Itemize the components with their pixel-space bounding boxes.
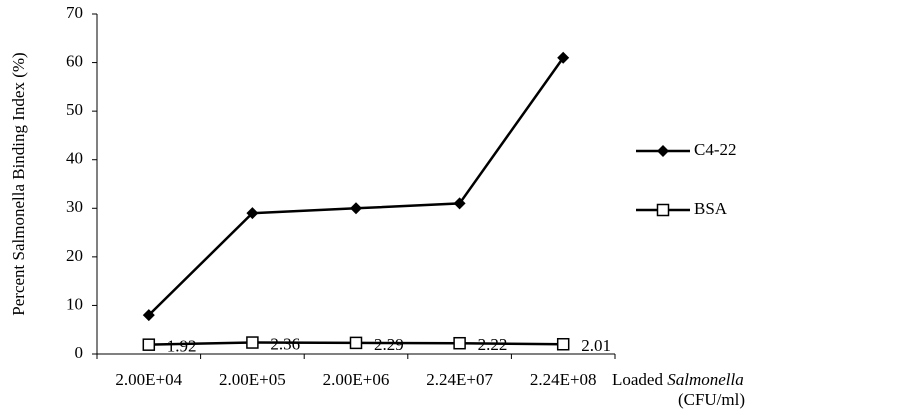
x-axis-unit: (CFU/ml) bbox=[678, 390, 745, 409]
legend-label: C4-22 bbox=[694, 140, 737, 159]
x-axis-label: Loaded Salmonella bbox=[612, 370, 744, 389]
x-tick-label: 2.00E+06 bbox=[323, 370, 390, 389]
data-point bbox=[557, 51, 570, 64]
y-tick-label: 50 bbox=[66, 100, 83, 119]
data-point bbox=[246, 336, 259, 349]
legend-label: BSA bbox=[694, 199, 728, 218]
x-axis-label-part: Salmonella bbox=[667, 370, 744, 389]
data-point bbox=[349, 336, 363, 350]
data-point bbox=[142, 338, 156, 351]
x-axis-label-part: Loaded bbox=[612, 370, 663, 389]
y-tick-label: 10 bbox=[66, 294, 83, 313]
data-point bbox=[350, 202, 362, 215]
y-tick-label: 60 bbox=[66, 51, 83, 70]
data-label: 2.29 bbox=[374, 335, 404, 354]
x-tick-label: 2.24E+08 bbox=[530, 370, 597, 389]
legend-marker bbox=[657, 145, 669, 157]
y-tick-label: 20 bbox=[66, 246, 83, 265]
data-point bbox=[453, 336, 466, 350]
y-tick-label: 0 bbox=[75, 343, 84, 362]
series-line bbox=[147, 56, 565, 317]
data-label: 1.92 bbox=[167, 337, 197, 356]
data-label: 2.01 bbox=[581, 336, 611, 355]
y-tick-label: 40 bbox=[66, 149, 83, 168]
data-point bbox=[556, 337, 570, 351]
data-point bbox=[142, 309, 155, 322]
y-tick-label: 30 bbox=[66, 197, 83, 216]
y-axis-label: Percent Salmonella Binding Index (%) bbox=[9, 52, 28, 315]
data-label: 2.36 bbox=[270, 334, 300, 353]
legend-marker bbox=[656, 203, 670, 217]
data-point bbox=[453, 197, 466, 210]
data-point bbox=[246, 207, 259, 220]
x-tick-label: 2.00E+05 bbox=[219, 370, 286, 389]
x-tick-label: 2.00E+04 bbox=[115, 370, 182, 389]
x-tick-label: 2.24E+07 bbox=[426, 370, 493, 389]
data-label: 2.22 bbox=[478, 335, 508, 354]
y-tick-label: 70 bbox=[66, 3, 83, 22]
